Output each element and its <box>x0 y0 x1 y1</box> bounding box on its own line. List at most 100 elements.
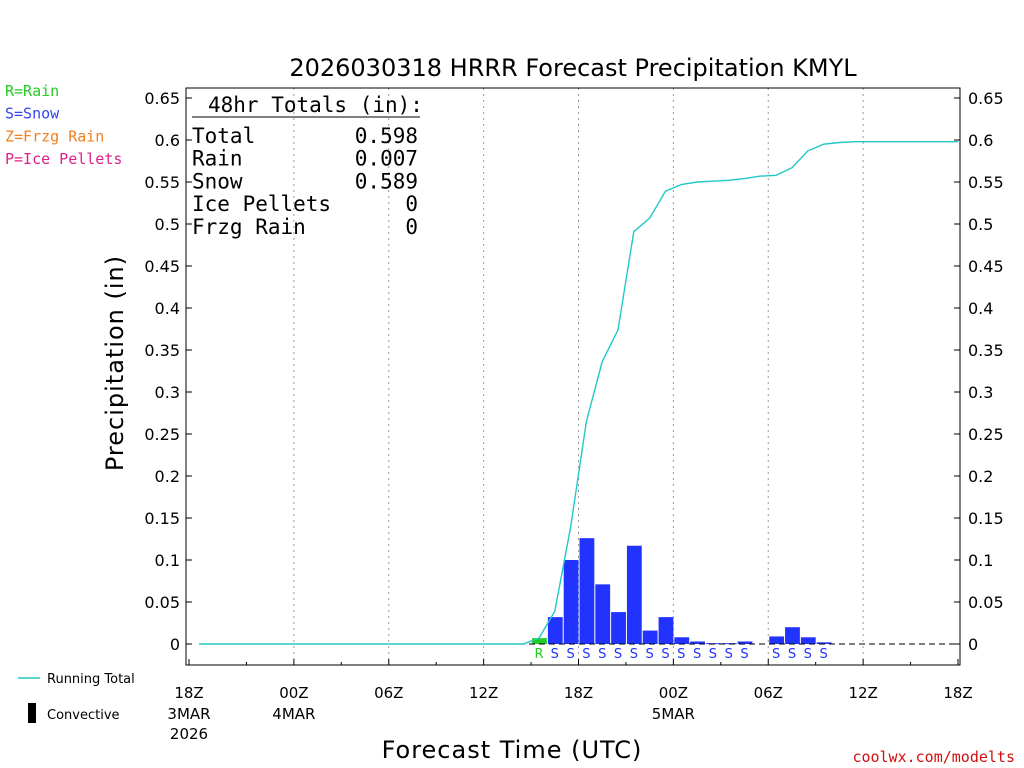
y-tick-label: 0.55 <box>144 173 180 192</box>
y-axis-label: Precipitation (in) <box>101 255 129 471</box>
credit-text: coolwx.com/modelts <box>852 748 1015 766</box>
totals-row-value: 0 <box>405 192 418 216</box>
y-tick-label: 0.35 <box>144 341 180 360</box>
hourly-bar <box>532 638 547 644</box>
ptype-marker: S <box>804 647 812 662</box>
convective-legend-swatch <box>28 703 36 723</box>
hourly-bar <box>547 617 563 644</box>
totals-row-value: 0.589 <box>355 169 418 193</box>
x-tick-date: 5MAR <box>652 705 695 723</box>
totals-row-value: 0.007 <box>355 147 418 171</box>
totals-header: 48hr Totals (in): <box>208 93 423 117</box>
hourly-bar <box>658 617 674 644</box>
x-tick-year: 2026 <box>170 725 208 743</box>
hourly-bar <box>800 637 816 644</box>
y-tick-label: 0.5 <box>968 215 993 234</box>
running-total-line <box>199 140 958 645</box>
y-tick-label: 0.4 <box>968 299 993 318</box>
hourly-bar <box>785 627 800 644</box>
ptype-marker: S <box>709 647 717 662</box>
y-tick-label: 0.45 <box>144 257 180 276</box>
y-tick-label: 0.65 <box>968 89 1004 108</box>
y-tick-label: 0.05 <box>968 593 1004 612</box>
totals-row-label: Total <box>192 124 255 148</box>
ptype-marker: S <box>693 647 701 662</box>
y-tick-label: 0.5 <box>155 215 180 234</box>
ptype-marker: S <box>551 647 559 662</box>
totals-rows: Total 0.598 Rain 0.007 Snow 0.589 Ice Pellets 0… <box>192 124 418 239</box>
y-tick-label: 0.45 <box>968 257 1004 276</box>
ptype-legend-item: P=Ice Pellets <box>5 150 122 168</box>
running-total-legend: Running Total <box>18 672 135 687</box>
x-axis: 18Z 3MAR 2026 00Z 4MAR 06Z 12Z 18Z 00Z 5MAR 06Z 12Z… <box>167 659 973 743</box>
ptype-marker: S <box>772 647 780 662</box>
ptype-marker: S <box>646 647 654 662</box>
y-tick-label: 0.3 <box>155 383 180 402</box>
totals-row-value: 0.598 <box>355 124 418 148</box>
y-tick-label: 0.4 <box>155 299 180 318</box>
ptype-marker: S <box>819 647 827 662</box>
ptype-marker: S <box>598 647 606 662</box>
ptype-marker: S <box>614 647 622 662</box>
totals-row-label: Rain <box>192 147 243 171</box>
y-axis-right: 0 0.05 0.1 0.15 0.2 0.25 0.3 0.35 0.4 0.45 0.5 0.55… <box>954 89 1004 654</box>
y-tick-label: 0.3 <box>968 383 993 402</box>
ptype-marker: S <box>566 647 574 662</box>
hourly-bar <box>690 641 705 644</box>
y-tick-label: 0.55 <box>968 173 1004 192</box>
convective-legend-label: Convective <box>47 708 120 723</box>
y-tick-label: 0.6 <box>155 131 180 150</box>
x-tick-label: 06Z <box>374 684 403 702</box>
y-tick-label: 0.65 <box>144 89 180 108</box>
ptype-marker: S <box>661 647 669 662</box>
y-tick-label: 0 <box>170 635 180 654</box>
ptype-marker: S <box>740 647 748 662</box>
y-tick-label: 0.6 <box>968 131 993 150</box>
y-tick-label: 0.1 <box>155 551 180 570</box>
x-tick-label: 00Z <box>279 684 308 702</box>
ptype-legend-item: Z=Frzg Rain <box>5 127 104 145</box>
y-tick-label: 0.35 <box>968 341 1004 360</box>
y-tick-label: 0.25 <box>144 425 180 444</box>
ptype-marker: R <box>534 647 543 662</box>
hourly-bar <box>674 637 690 644</box>
hourly-bar <box>563 560 579 644</box>
totals-row-value: 0 <box>405 215 418 239</box>
y-tick-label: 0.25 <box>968 425 1004 444</box>
totals-row-label: Ice Pellets <box>192 192 331 216</box>
hourly-bar <box>642 630 658 644</box>
hourly-bar <box>626 545 642 644</box>
x-tick-label: 12Z <box>848 684 877 702</box>
y-axis-left: 0 0.05 0.1 0.15 0.2 0.25 0.3 0.35 0.4 0.45 0.5 0.55… <box>144 89 192 654</box>
ptype-marker: S <box>725 647 733 662</box>
hourly-bar <box>816 642 832 644</box>
ptype-marker: S <box>677 647 685 662</box>
y-tick-label: 0.2 <box>155 467 180 486</box>
hourly-bar <box>611 612 626 644</box>
ptype-marker: S <box>630 647 638 662</box>
x-axis-label: Forecast Time (UTC) <box>382 736 643 764</box>
chart-title: 2026030318 HRRR Forecast Precipitation K… <box>289 54 857 82</box>
hourly-bar <box>769 636 785 644</box>
ptype-legend-item: R=Rain <box>5 82 59 100</box>
y-tick-label: 0.1 <box>968 551 993 570</box>
hourly-bar <box>737 641 753 644</box>
plot-frame <box>185 87 961 666</box>
hourly-bar <box>579 538 595 644</box>
ptype-marker: S <box>582 647 590 662</box>
convective-legend: Convective <box>28 703 120 723</box>
y-tick-label: 0.05 <box>144 593 180 612</box>
ptype-marker: S <box>788 647 796 662</box>
x-tick-date: 4MAR <box>272 705 315 723</box>
vertical-gridlines <box>293 88 864 665</box>
totals-row-label: Frzg Rain <box>192 215 306 239</box>
x-tick-label: 12Z <box>469 684 498 702</box>
x-tick-label: 18Z <box>564 684 593 702</box>
totals-row-label: Snow <box>192 169 243 193</box>
x-tick-label: 18Z <box>943 684 972 702</box>
hourly-bar <box>595 584 611 644</box>
x-tick-label: 00Z <box>659 684 688 702</box>
totals-box: 48hr Totals (in): Total 0.598 Rain 0.007 Sno… <box>192 93 423 239</box>
